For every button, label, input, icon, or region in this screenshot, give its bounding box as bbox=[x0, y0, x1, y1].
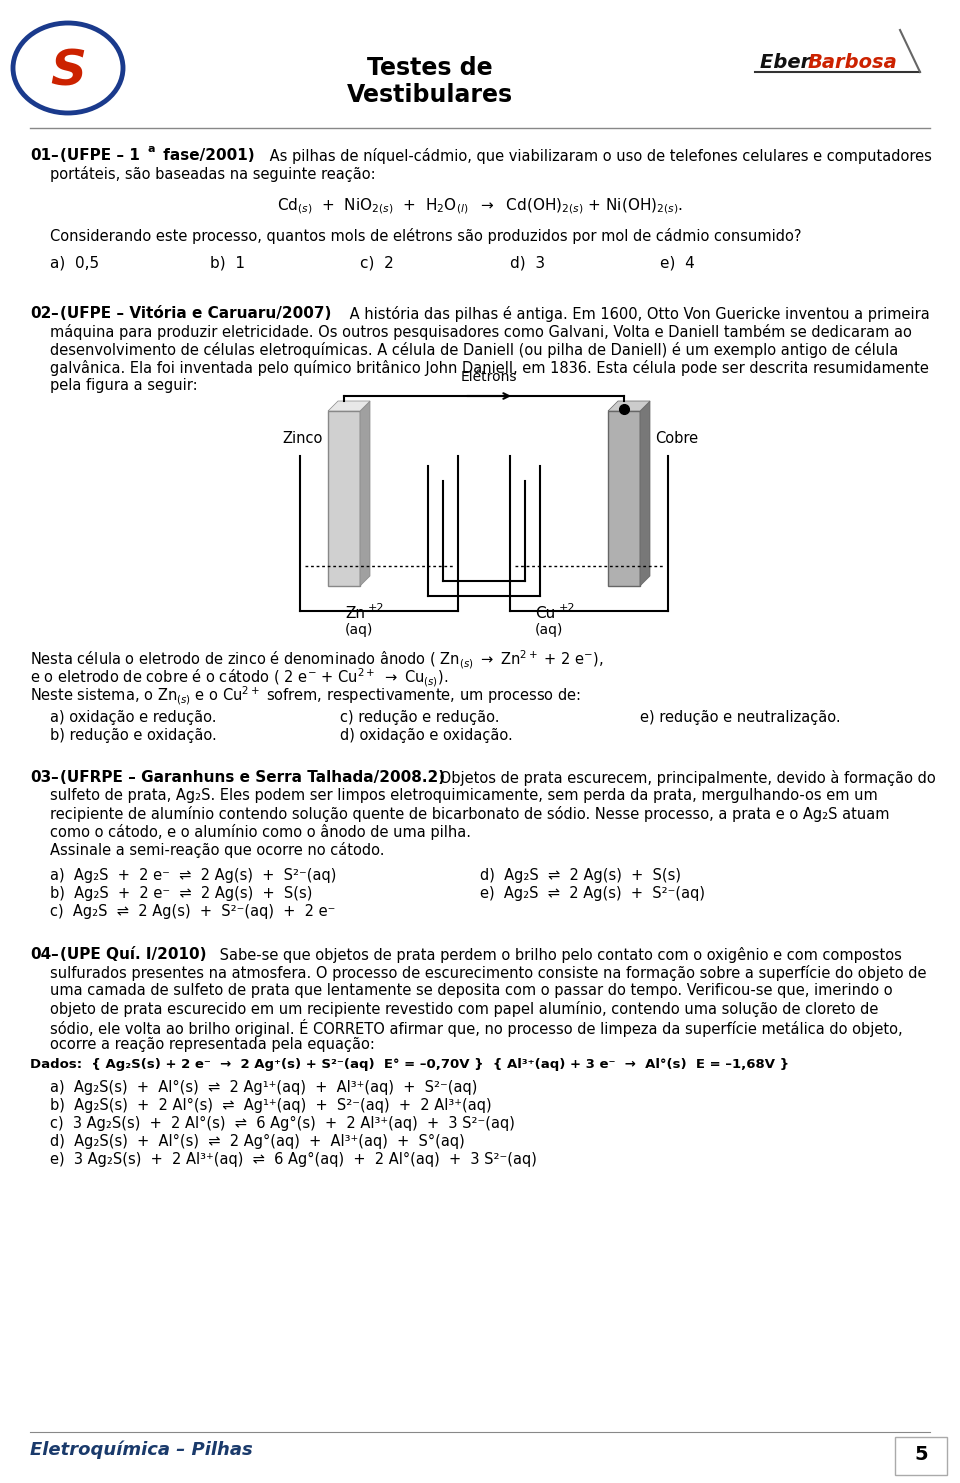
Text: b)  1: b) 1 bbox=[210, 257, 245, 271]
Text: Elétrons: Elétrons bbox=[461, 369, 517, 384]
Text: +2: +2 bbox=[559, 604, 575, 612]
Text: ocorre a reação representada pela equação:: ocorre a reação representada pela equaçã… bbox=[50, 1037, 374, 1051]
Bar bbox=[0, 1431, 960, 1483]
Text: 04: 04 bbox=[30, 948, 51, 962]
Text: pela figura a seguir:: pela figura a seguir: bbox=[50, 378, 198, 393]
Text: Eletroquímica – Pilhas: Eletroquímica – Pilhas bbox=[30, 1441, 252, 1459]
Text: c)  Ag₂S  ⇌  2 Ag(s)  +  S²⁻(aq)  +  2 e⁻: c) Ag₂S ⇌ 2 Ag(s) + S²⁻(aq) + 2 e⁻ bbox=[50, 905, 335, 919]
Text: c)  2: c) 2 bbox=[360, 257, 394, 271]
Text: (UFPE – 1: (UFPE – 1 bbox=[60, 148, 140, 163]
Text: e)  Ag₂S  ⇌  2 Ag(s)  +  S²⁻(aq): e) Ag₂S ⇌ 2 Ag(s) + S²⁻(aq) bbox=[480, 885, 705, 902]
Text: As pilhas de níquel-cádmio, que viabilizaram o uso de telefones celulares e comp: As pilhas de níquel-cádmio, que viabiliz… bbox=[265, 148, 932, 165]
Text: a)  0,5: a) 0,5 bbox=[50, 257, 99, 271]
Text: Cobre: Cobre bbox=[655, 432, 698, 446]
Text: Eber: Eber bbox=[760, 52, 817, 71]
Text: a: a bbox=[148, 144, 156, 154]
Bar bbox=[608, 411, 640, 586]
Polygon shape bbox=[640, 400, 650, 586]
Text: sulfurados presentes na atmosfera. O processo de escurecimento consiste na forma: sulfurados presentes na atmosfera. O pro… bbox=[50, 965, 926, 980]
Text: Testes de: Testes de bbox=[367, 56, 492, 80]
Text: Vestibulares: Vestibulares bbox=[347, 83, 513, 107]
Text: d) oxidação e oxidação.: d) oxidação e oxidação. bbox=[340, 728, 513, 743]
Text: Sabe-se que objetos de prata perdem o brilho pelo contato com o oxigênio e com c: Sabe-se que objetos de prata perdem o br… bbox=[215, 948, 901, 962]
Text: Nesta célula o eletrodo de zinco é denominado ânodo ( Zn$_{(s)}$ $\rightarrow$ Z: Nesta célula o eletrodo de zinco é denom… bbox=[30, 650, 604, 672]
Text: portáteis, são baseadas na seguinte reação:: portáteis, são baseadas na seguinte reaç… bbox=[50, 166, 375, 182]
Text: Assinale a semi-reação que ocorre no cátodo.: Assinale a semi-reação que ocorre no cát… bbox=[50, 842, 385, 859]
Text: a)  Ag₂S  +  2 e⁻  ⇌  2 Ag(s)  +  S²⁻(aq): a) Ag₂S + 2 e⁻ ⇌ 2 Ag(s) + S²⁻(aq) bbox=[50, 868, 336, 882]
Text: Cd$_{(s)}$  +  NiO$_{2(s)}$  +  H$_2$O$_{(l)}$  $\rightarrow$  Cd(OH)$_{2(s)}$ +: Cd$_{(s)}$ + NiO$_{2(s)}$ + H$_2$O$_{(l)… bbox=[277, 196, 683, 215]
Text: sulfeto de prata, Ag₂S. Eles podem ser limpos eletroquimicamente, sem perda da p: sulfeto de prata, Ag₂S. Eles podem ser l… bbox=[50, 787, 877, 802]
Polygon shape bbox=[608, 400, 650, 411]
Text: –: – bbox=[50, 305, 58, 320]
Bar bbox=[0, 1436, 960, 1483]
Text: Barbosa: Barbosa bbox=[808, 52, 898, 71]
Text: (aq): (aq) bbox=[535, 623, 564, 638]
Text: a)  Ag₂S(s)  +  Al°(s)  ⇌  2 Ag¹⁺(aq)  +  Al³⁺(aq)  +  S²⁻(aq): a) Ag₂S(s) + Al°(s) ⇌ 2 Ag¹⁺(aq) + Al³⁺(… bbox=[50, 1080, 477, 1094]
Text: d)  3: d) 3 bbox=[510, 257, 545, 271]
Text: b)  Ag₂S  +  2 e⁻  ⇌  2 Ag(s)  +  S(s): b) Ag₂S + 2 e⁻ ⇌ 2 Ag(s) + S(s) bbox=[50, 885, 312, 902]
Text: 02: 02 bbox=[30, 305, 52, 320]
Text: Cu: Cu bbox=[535, 607, 555, 621]
Text: galvânica. Ela foi inventada pelo químico britânico John Daniell, em 1836. Esta : galvânica. Ela foi inventada pelo químic… bbox=[50, 360, 929, 377]
Text: Zinco: Zinco bbox=[282, 432, 323, 446]
Text: 5: 5 bbox=[913, 1444, 926, 1464]
Text: b)  Ag₂S(s)  +  2 Al°(s)  ⇌  Ag¹⁺(aq)  +  S²⁻(aq)  +  2 Al³⁺(aq): b) Ag₂S(s) + 2 Al°(s) ⇌ Ag¹⁺(aq) + S²⁻(a… bbox=[50, 1097, 492, 1114]
Text: objeto de prata escurecido em um recipiente revestido com papel alumínio, conten: objeto de prata escurecido em um recipie… bbox=[50, 1001, 878, 1017]
Text: e)  4: e) 4 bbox=[660, 257, 695, 271]
Text: Zn: Zn bbox=[345, 607, 365, 621]
Text: uma camada de sulfeto de prata que lentamente se deposita com o passar do tempo.: uma camada de sulfeto de prata que lenta… bbox=[50, 983, 893, 998]
Text: máquina para produzir eletricidade. Os outros pesquisadores como Galvani, Volta : máquina para produzir eletricidade. Os o… bbox=[50, 323, 912, 340]
Text: Objetos de prata escurecem, principalmente, devido à formação do: Objetos de prata escurecem, principalmen… bbox=[435, 770, 936, 786]
Text: como o cátodo, e o alumínio como o ânodo de uma pilha.: como o cátodo, e o alumínio como o ânodo… bbox=[50, 825, 471, 839]
Text: Neste sistema, o Zn$_{(s)}$ e o Cu$^{2+}$ sofrem, respectivamente, um processo d: Neste sistema, o Zn$_{(s)}$ e o Cu$^{2+}… bbox=[30, 685, 581, 707]
Text: recipiente de alumínio contendo solução quente de bicarbonato de sódio. Nesse pr: recipiente de alumínio contendo solução … bbox=[50, 805, 890, 822]
Text: Dados:  { Ag₂S(s) + 2 e⁻  →  2 Ag⁺(s) + S²⁻(aq)  E° = –0,70V }  { Al³⁺(aq) + 3 e: Dados: { Ag₂S(s) + 2 e⁻ → 2 Ag⁺(s) + S²⁻… bbox=[30, 1057, 789, 1071]
Text: A história das pilhas é antiga. Em 1600, Otto Von Guericke inventou a primeira: A história das pilhas é antiga. Em 1600,… bbox=[345, 305, 929, 322]
Text: e)  3 Ag₂S(s)  +  2 Al³⁺(aq)  ⇌  6 Ag°(aq)  +  2 Al°(aq)  +  3 S²⁻(aq): e) 3 Ag₂S(s) + 2 Al³⁺(aq) ⇌ 6 Ag°(aq) + … bbox=[50, 1152, 537, 1167]
Text: Considerando este processo, quantos mols de elétrons são produzidos por mol de c: Considerando este processo, quantos mols… bbox=[50, 228, 802, 245]
Text: sódio, ele volta ao brilho original. É CORRETO afirmar que, no processo de limpe: sódio, ele volta ao brilho original. É C… bbox=[50, 1019, 902, 1037]
Text: –: – bbox=[50, 948, 58, 962]
Text: e o eletrodo de cobre é o cátodo ( 2 e$^{-}$ + Cu$^{2+}$ $\rightarrow$ Cu$_{(s)}: e o eletrodo de cobre é o cátodo ( 2 e$^… bbox=[30, 667, 448, 690]
Text: (aq): (aq) bbox=[345, 623, 373, 638]
Text: a) oxidação e redução.: a) oxidação e redução. bbox=[50, 710, 217, 725]
Text: +2: +2 bbox=[368, 604, 385, 612]
Text: (UFPE – Vitória e Caruaru/2007): (UFPE – Vitória e Caruaru/2007) bbox=[60, 305, 331, 320]
Text: c) redução e redução.: c) redução e redução. bbox=[340, 710, 499, 725]
Text: d)  Ag₂S(s)  +  Al°(s)  ⇌  2 Ag°(aq)  +  Al³⁺(aq)  +  S°(aq): d) Ag₂S(s) + Al°(s) ⇌ 2 Ag°(aq) + Al³⁺(a… bbox=[50, 1134, 465, 1149]
Text: b) redução e oxidação.: b) redução e oxidação. bbox=[50, 728, 217, 743]
Bar bbox=[328, 411, 360, 586]
Polygon shape bbox=[360, 400, 370, 586]
Bar bbox=[895, 1436, 945, 1473]
Bar bbox=[895, 1437, 947, 1476]
Text: 01: 01 bbox=[30, 148, 51, 163]
Text: fase/2001): fase/2001) bbox=[158, 148, 254, 163]
Text: 5: 5 bbox=[914, 1446, 927, 1465]
Text: (UFRPE – Garanhuns e Serra Talhada/2008.2): (UFRPE – Garanhuns e Serra Talhada/2008.… bbox=[60, 770, 445, 785]
Text: S: S bbox=[50, 47, 86, 96]
Text: –: – bbox=[50, 148, 58, 163]
Text: e) redução e neutralização.: e) redução e neutralização. bbox=[640, 710, 841, 725]
Polygon shape bbox=[328, 400, 370, 411]
Text: d)  Ag₂S  ⇌  2 Ag(s)  +  S(s): d) Ag₂S ⇌ 2 Ag(s) + S(s) bbox=[480, 868, 681, 882]
Text: c)  3 Ag₂S(s)  +  2 Al°(s)  ⇌  6 Ag°(s)  +  2 Al³⁺(aq)  +  3 S²⁻(aq): c) 3 Ag₂S(s) + 2 Al°(s) ⇌ 6 Ag°(s) + 2 A… bbox=[50, 1117, 515, 1132]
Text: Eletroquímica – Pilhas: Eletroquímica – Pilhas bbox=[30, 1441, 252, 1459]
Text: desenvolvimento de células eletroquímicas. A célula de Daniell (ou pilha de Dani: desenvolvimento de células eletroquímica… bbox=[50, 343, 899, 357]
Text: –: – bbox=[50, 770, 58, 785]
Text: (UPE Quí. I/2010): (UPE Quí. I/2010) bbox=[60, 948, 206, 962]
Text: 03: 03 bbox=[30, 770, 51, 785]
